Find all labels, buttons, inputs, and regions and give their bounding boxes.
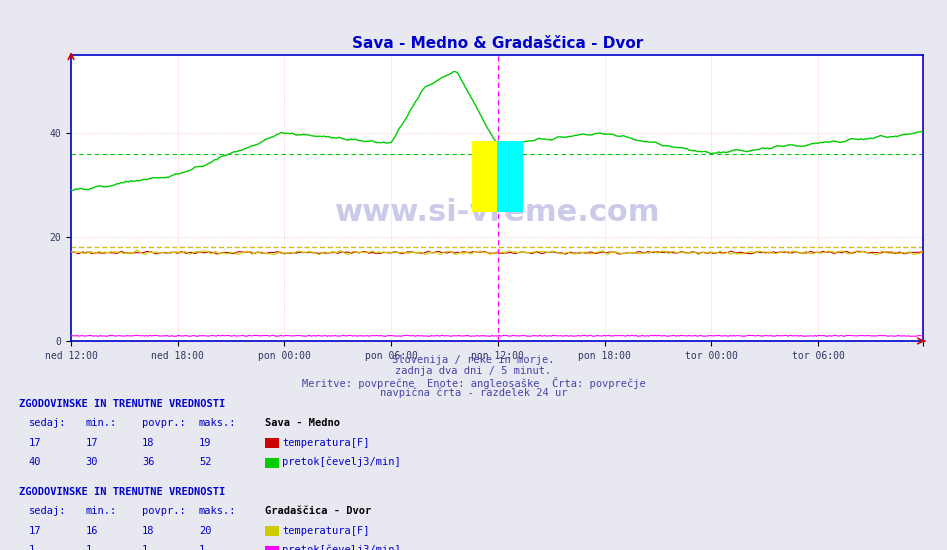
Text: 1: 1 [142,544,149,550]
Text: www.si-vreme.com: www.si-vreme.com [334,198,660,227]
Text: zadnja dva dni / 5 minut.: zadnja dva dni / 5 minut. [396,366,551,376]
Text: 1: 1 [199,544,205,550]
Text: 19: 19 [199,437,211,448]
Text: temperatura[F]: temperatura[F] [282,525,369,536]
Text: 16: 16 [85,525,98,536]
Text: Gradaščica - Dvor: Gradaščica - Dvor [265,506,371,516]
Text: pretok[čevelj3/min]: pretok[čevelj3/min] [282,544,401,550]
Text: 40: 40 [28,456,41,467]
Text: navpična črta - razdelek 24 ur: navpična črta - razdelek 24 ur [380,388,567,398]
Text: 1: 1 [28,544,35,550]
Text: sedaj:: sedaj: [28,418,66,428]
Text: 20: 20 [199,525,211,536]
Text: ZGODOVINSKE IN TRENUTNE VREDNOSTI: ZGODOVINSKE IN TRENUTNE VREDNOSTI [19,399,225,409]
Text: Slovenija / reke in morje.: Slovenija / reke in morje. [392,355,555,365]
Text: 18: 18 [142,437,154,448]
Text: 17: 17 [28,525,41,536]
Text: povpr.:: povpr.: [142,418,186,428]
FancyBboxPatch shape [472,141,523,212]
Text: 1: 1 [85,544,92,550]
Title: Sava - Medno & Gradaščica - Dvor: Sava - Medno & Gradaščica - Dvor [351,36,643,51]
Text: 30: 30 [85,456,98,467]
Text: ZGODOVINSKE IN TRENUTNE VREDNOSTI: ZGODOVINSKE IN TRENUTNE VREDNOSTI [19,487,225,497]
Text: Sava - Medno: Sava - Medno [265,418,340,428]
Text: pretok[čevelj3/min]: pretok[čevelj3/min] [282,456,401,467]
Text: 17: 17 [85,437,98,448]
Text: povpr.:: povpr.: [142,506,186,516]
FancyBboxPatch shape [497,141,523,212]
Text: min.:: min.: [85,418,116,428]
Text: Meritve: povprečne  Enote: angleosaške  Črta: povprečje: Meritve: povprečne Enote: angleosaške Čr… [302,377,645,389]
Text: maks.:: maks.: [199,418,237,428]
Text: 17: 17 [28,437,41,448]
Text: 18: 18 [142,525,154,536]
Text: 52: 52 [199,456,211,467]
Text: maks.:: maks.: [199,506,237,516]
Text: min.:: min.: [85,506,116,516]
Text: 36: 36 [142,456,154,467]
Text: temperatura[F]: temperatura[F] [282,437,369,448]
Text: sedaj:: sedaj: [28,506,66,516]
